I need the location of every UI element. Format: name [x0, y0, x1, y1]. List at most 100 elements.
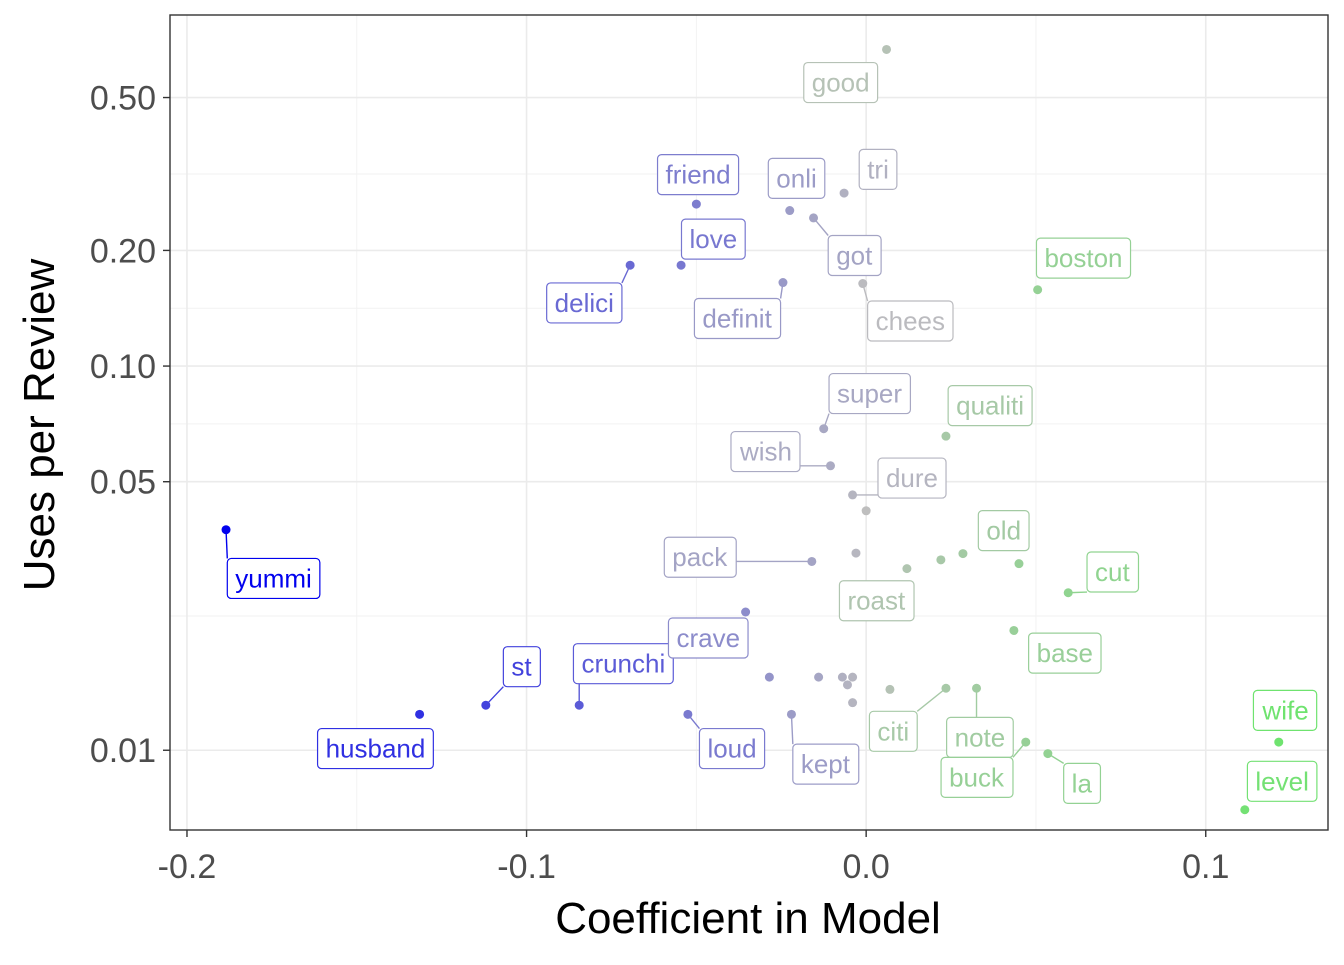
y-tick-label: 0.20 [90, 232, 156, 270]
label-st: st [502, 646, 541, 688]
label-box-st [502, 646, 541, 688]
label-yummi: yummi [226, 557, 321, 600]
label-box-love [680, 218, 746, 260]
data-point-note [972, 683, 982, 693]
label-text-delici: delici [555, 288, 614, 318]
label-text-friend: friend [666, 160, 731, 190]
data-point-crave [741, 607, 751, 617]
label-box-roast [838, 580, 915, 622]
label-text-old: old [986, 516, 1021, 546]
leader-line-kept [790, 714, 794, 745]
label-text-citi: citi [877, 716, 909, 746]
data-point [851, 548, 861, 558]
y-tick-label: 0.05 [90, 464, 156, 502]
label-love: love [680, 218, 746, 260]
label-text-dure: dure [886, 463, 938, 493]
label-cut: cut [1086, 551, 1140, 593]
data-point-tri [839, 188, 849, 198]
axes: -0.2 -0.1 0.0 0.1 0.01 0.05 0.10 0.20 0.50 [90, 80, 1230, 886]
data-point-level [1240, 805, 1250, 815]
label-box-level [1246, 760, 1318, 802]
label-friend: friend [656, 154, 740, 196]
data-point-good [882, 44, 892, 54]
label-text-love: love [689, 224, 737, 254]
label-box-old [977, 510, 1030, 552]
label-husband: husband [316, 727, 434, 770]
label-text-note: note [955, 722, 1006, 752]
data-point [837, 672, 847, 682]
data-point [861, 506, 871, 516]
data-point [885, 684, 895, 694]
data-point-kept [786, 709, 796, 719]
label-text-husband: husband [326, 734, 426, 764]
label-text-buck: buck [949, 762, 1005, 792]
label-box-dure [877, 457, 947, 499]
panel-border [169, 14, 1329, 831]
label-text-wish: wish [739, 437, 792, 467]
data-point-citi [941, 683, 951, 693]
label-box-cut [1086, 551, 1140, 593]
data-point-boston [1033, 285, 1043, 295]
label-buck: buck [940, 756, 1014, 798]
label-chees: chees [867, 300, 954, 342]
label-wish: wish [730, 430, 801, 473]
data-point-cut [1063, 588, 1073, 598]
label-roast: roast [838, 580, 915, 622]
data-point-got [809, 213, 819, 223]
label-dure: dure [877, 457, 947, 499]
x-axis-title: Coefficient in Model [555, 894, 941, 943]
label-text-got: got [836, 240, 873, 270]
label-box-kept [792, 743, 860, 785]
label-onli: onli [767, 157, 826, 199]
x-tick-label: -0.2 [158, 848, 217, 886]
data-point-pack [807, 556, 817, 566]
label-text-yummi: yummi [235, 563, 312, 593]
label-box-pack [663, 536, 737, 578]
data-point-love [676, 260, 686, 270]
label-text-chees: chees [876, 306, 945, 336]
label-text-qualiti: qualiti [956, 391, 1024, 421]
label-level: level [1246, 760, 1318, 802]
label-box-yummi [226, 557, 321, 600]
data-point-old [958, 549, 968, 559]
data-point [936, 555, 946, 565]
label-text-loud: loud [707, 734, 756, 764]
label-boston: boston [1035, 237, 1132, 279]
label-delici: delici [546, 282, 623, 324]
label-text-good: good [812, 68, 870, 98]
label-base: base [1028, 632, 1102, 674]
label-box-loud [698, 727, 766, 770]
data-point-crunchi [574, 700, 584, 710]
data-point-buck [1021, 737, 1031, 747]
data-point-qualiti [941, 431, 951, 441]
label-text-cut: cut [1095, 557, 1130, 587]
label-box-citi [868, 710, 918, 752]
label-text-crave: crave [676, 623, 740, 653]
label-text-la: la [1072, 768, 1093, 798]
label-kept: kept [792, 743, 860, 785]
label-box-wish [730, 430, 801, 473]
data-point-super [819, 424, 829, 434]
label-crunchi: crunchi [572, 643, 674, 685]
label-wife: wife [1252, 689, 1318, 731]
label-box-delici [546, 282, 623, 324]
label-pack: pack [663, 536, 737, 578]
y-tick-label: 0.01 [90, 732, 156, 770]
data-point-onli [785, 206, 795, 216]
label-tri: tri [858, 148, 898, 191]
label-box-friend [656, 154, 740, 196]
leader-line-yummi [225, 529, 228, 559]
label-box-got [827, 234, 882, 277]
data-point-yummi [221, 525, 231, 535]
label-text-tri: tri [867, 154, 889, 184]
label-text-wife: wife [1261, 695, 1308, 725]
data-point-husband [415, 709, 425, 719]
label-text-pack: pack [672, 542, 728, 572]
data-point-base [1009, 625, 1019, 635]
data-point [764, 672, 774, 682]
x-tick-label: -0.1 [497, 848, 556, 886]
leader-line-citi [916, 687, 947, 712]
data-points [221, 44, 1284, 815]
data-point [1014, 559, 1024, 569]
